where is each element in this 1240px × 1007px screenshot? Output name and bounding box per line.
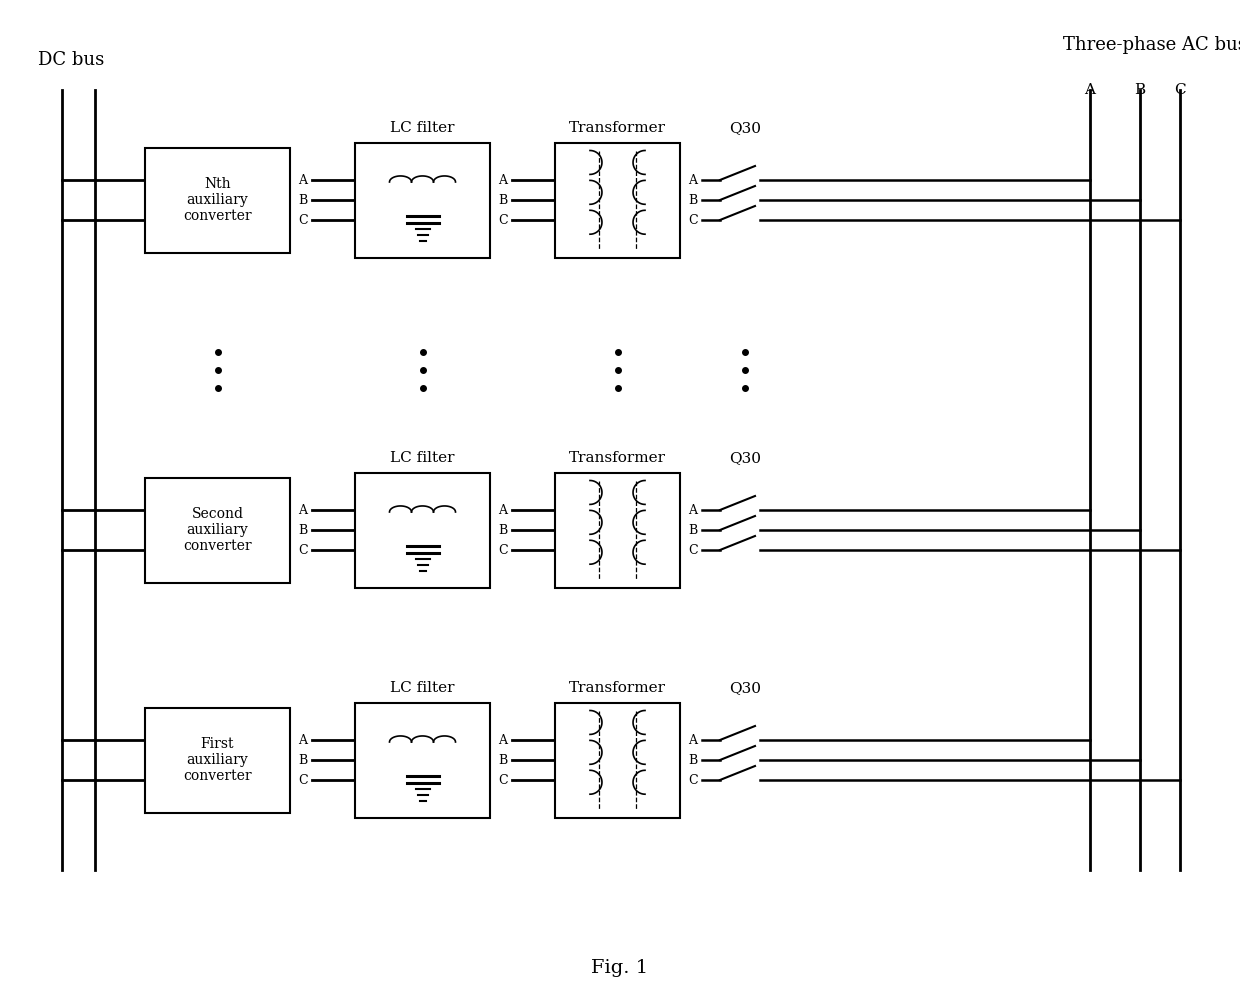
Text: B: B <box>688 753 698 766</box>
Text: C: C <box>498 544 508 557</box>
Text: C: C <box>298 544 308 557</box>
Text: B: B <box>498 193 507 206</box>
Text: A: A <box>688 504 697 517</box>
Text: Transformer: Transformer <box>569 451 666 465</box>
Text: B: B <box>498 753 507 766</box>
Text: A: A <box>688 173 697 186</box>
Text: C: C <box>498 773 508 786</box>
Bar <box>556 472 680 587</box>
Text: C: C <box>688 213 698 227</box>
Bar <box>145 477 290 582</box>
Text: C: C <box>688 773 698 786</box>
Text: Fig. 1: Fig. 1 <box>591 959 649 977</box>
Text: B: B <box>688 193 698 206</box>
Text: Q30: Q30 <box>729 451 761 465</box>
Text: A: A <box>498 173 507 186</box>
Text: A: A <box>1085 83 1095 97</box>
Bar <box>145 147 290 253</box>
Text: A: A <box>498 504 507 517</box>
Text: C: C <box>688 544 698 557</box>
Text: A: A <box>299 173 308 186</box>
Text: Q30: Q30 <box>729 122 761 136</box>
Text: B: B <box>299 524 308 537</box>
Text: C: C <box>1174 83 1185 97</box>
Text: C: C <box>298 213 308 227</box>
Text: B: B <box>299 753 308 766</box>
Text: B: B <box>498 524 507 537</box>
Text: Q30: Q30 <box>729 682 761 696</box>
Text: Second
auxiliary
converter: Second auxiliary converter <box>184 507 252 553</box>
Text: C: C <box>298 773 308 786</box>
Text: LC filter: LC filter <box>391 122 455 136</box>
Bar <box>355 703 490 818</box>
Text: Transformer: Transformer <box>569 682 666 696</box>
Text: A: A <box>688 733 697 746</box>
Text: DC bus: DC bus <box>38 51 104 69</box>
Text: A: A <box>299 733 308 746</box>
Text: A: A <box>299 504 308 517</box>
Text: LC filter: LC filter <box>391 682 455 696</box>
Text: Transformer: Transformer <box>569 122 666 136</box>
Bar <box>556 143 680 258</box>
Bar <box>355 143 490 258</box>
Text: C: C <box>498 213 508 227</box>
Text: B: B <box>688 524 698 537</box>
Text: B: B <box>299 193 308 206</box>
Text: B: B <box>1135 83 1146 97</box>
Text: Three-phase AC bus: Three-phase AC bus <box>1063 36 1240 54</box>
Bar <box>145 708 290 813</box>
Bar <box>355 472 490 587</box>
Text: Nth
auxiliary
converter: Nth auxiliary converter <box>184 177 252 224</box>
Text: First
auxiliary
converter: First auxiliary converter <box>184 737 252 783</box>
Text: LC filter: LC filter <box>391 451 455 465</box>
Text: A: A <box>498 733 507 746</box>
Bar <box>556 703 680 818</box>
